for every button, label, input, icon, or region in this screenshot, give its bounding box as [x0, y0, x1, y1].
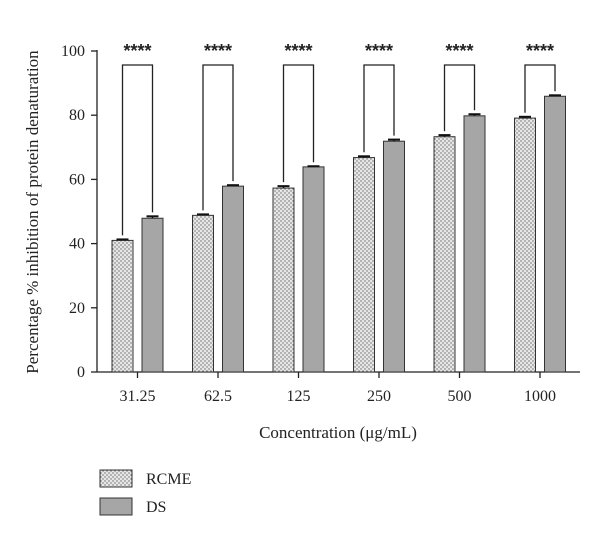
significance-bracket — [121, 64, 154, 236]
significance-label: **** — [365, 41, 393, 61]
x-axis-title: Concentration (μg/mL) — [259, 423, 417, 442]
bar-ds — [222, 185, 244, 373]
y-tick-label: 80 — [69, 107, 85, 124]
x-tick-label: 250 — [367, 388, 391, 405]
significance-bracket — [443, 64, 476, 132]
significance-label: **** — [445, 41, 473, 61]
x-tick-label: 500 — [448, 388, 472, 405]
bar-ds — [141, 217, 164, 373]
y-axis-title: Percentage % inhibition of protein denat… — [23, 50, 42, 374]
bar-rcme — [272, 187, 295, 373]
bar-ds — [302, 166, 325, 373]
significance-label: **** — [284, 41, 312, 61]
x-tick-label: 1000 — [524, 388, 556, 405]
bar-rcme — [192, 214, 214, 373]
y-tick-label: 40 — [69, 236, 85, 253]
y-tick-label: 60 — [69, 171, 85, 188]
significance-bracket — [202, 64, 234, 211]
legend-label-ds: DS — [146, 499, 166, 516]
x-tick-label: 62.5 — [204, 388, 232, 405]
significance-label: **** — [123, 41, 151, 61]
significance-label: **** — [204, 41, 232, 61]
significance-bracket — [524, 64, 556, 113]
bar-rcme — [353, 157, 375, 373]
x-tick-label: 31.25 — [120, 388, 156, 405]
significance-label: **** — [526, 41, 554, 61]
x-tick-label: 125 — [287, 388, 311, 405]
legend: RCME DS — [99, 469, 191, 516]
y-tick-label: 0 — [77, 364, 85, 381]
legend-label-rcme: RCME — [146, 471, 191, 488]
bar-ds — [463, 115, 486, 373]
bar-ds — [544, 95, 566, 373]
significance-bracket — [282, 64, 315, 183]
bar-ds — [383, 140, 405, 373]
bar-rcme — [514, 117, 536, 373]
legend-swatch-rcme — [99, 469, 133, 488]
bar-rcme — [111, 239, 134, 373]
legend-swatch-ds — [99, 497, 133, 516]
bar-rcme — [433, 136, 456, 373]
y-tick-label: 20 — [69, 300, 85, 317]
significance-bracket — [363, 64, 395, 153]
y-tick-label: 100 — [61, 43, 85, 60]
plot-area: 0 20 40 60 80 100 31.25 **** 62.5 **** 125 **** 250 *… — [61, 41, 580, 405]
